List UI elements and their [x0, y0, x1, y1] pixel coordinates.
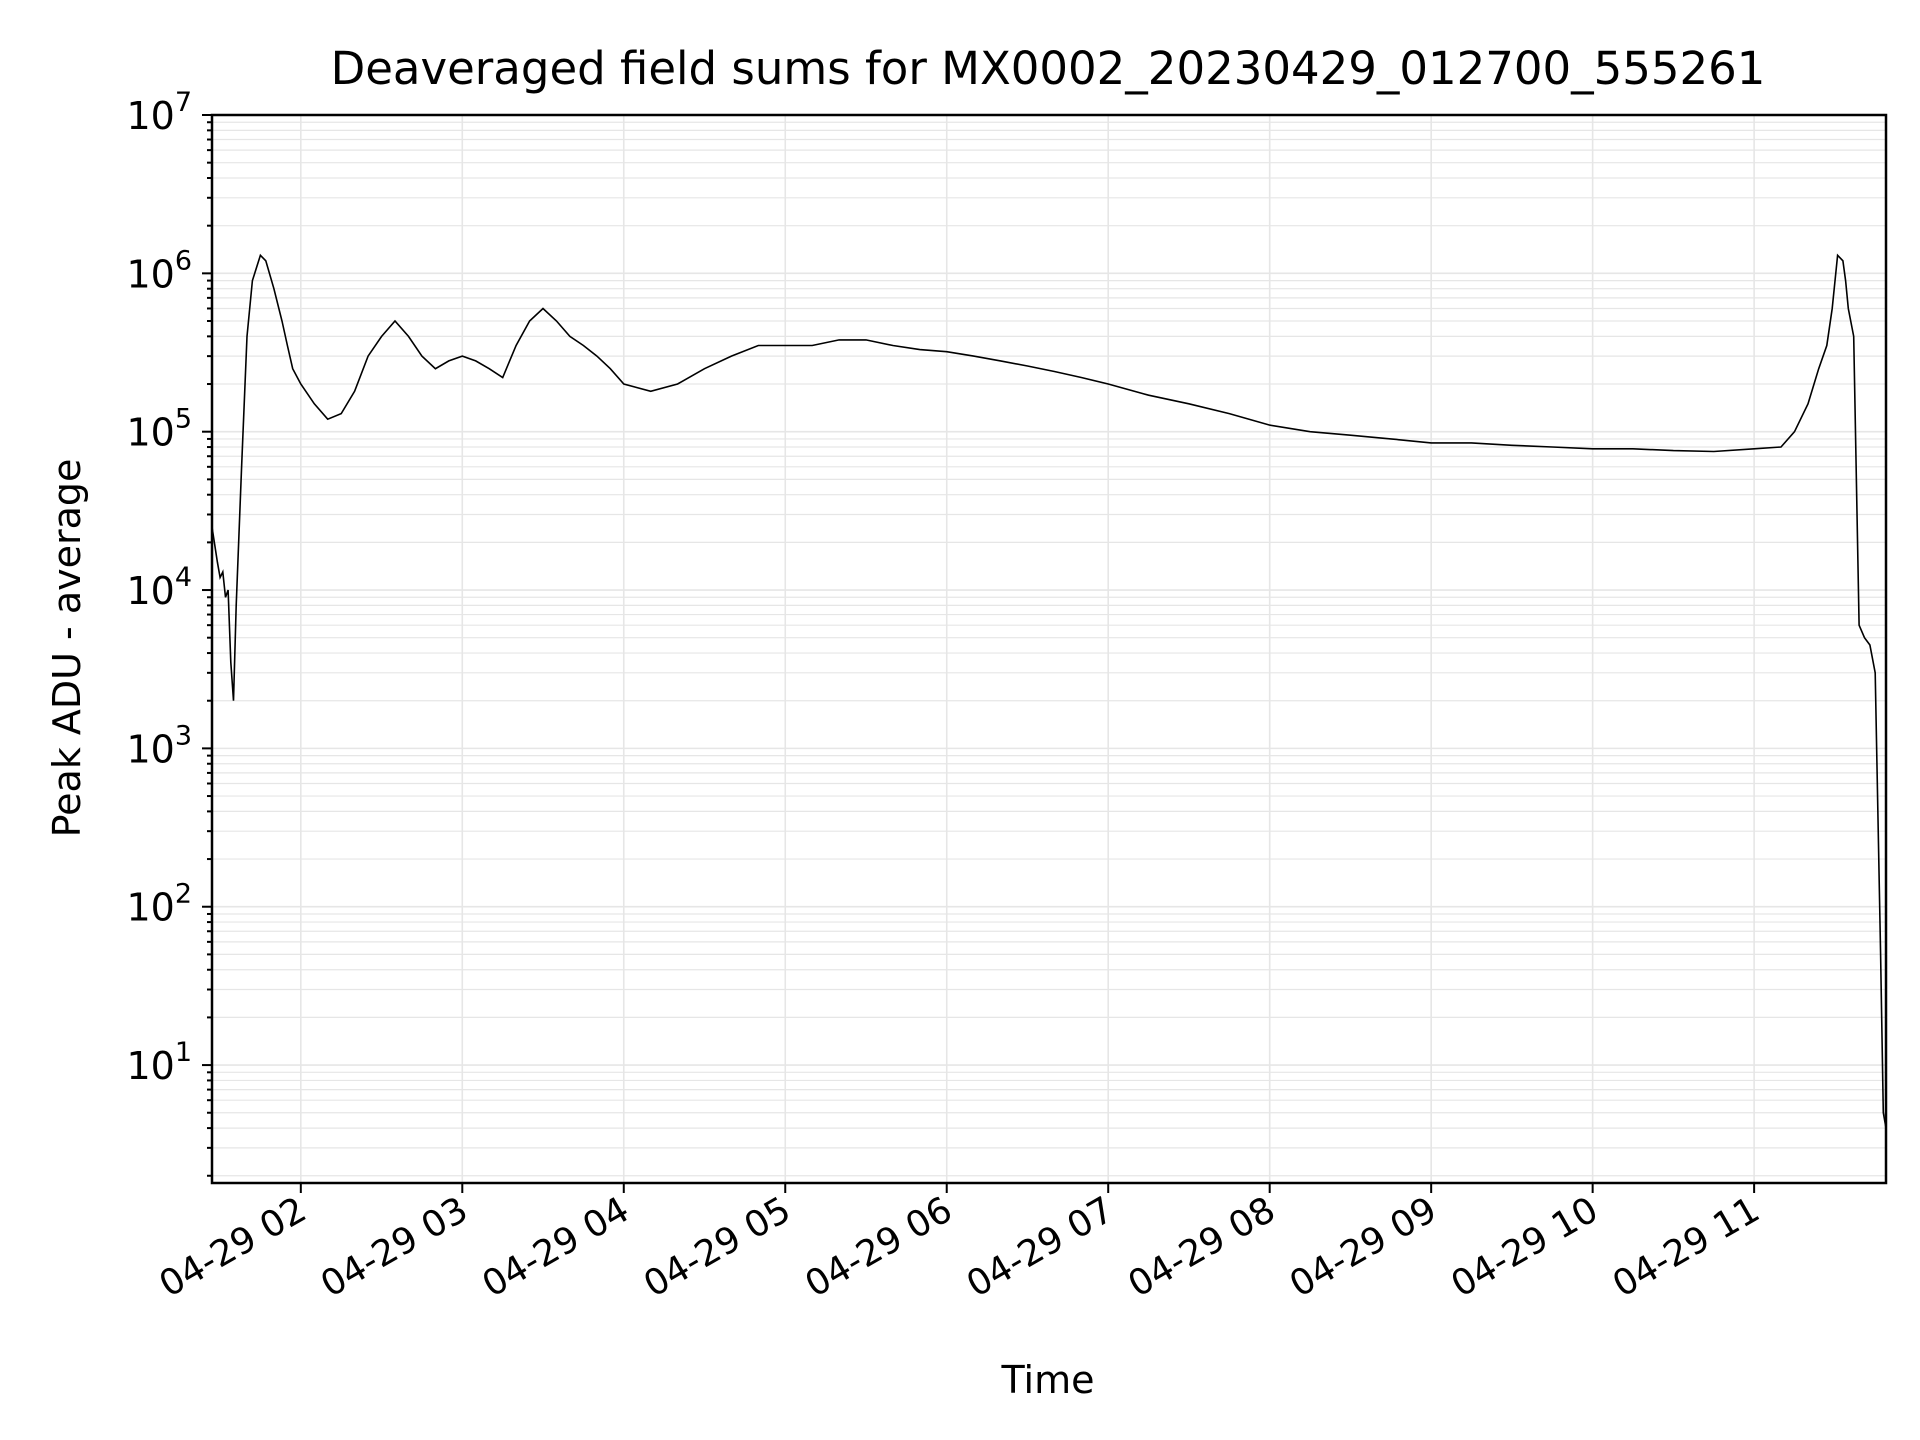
y-axis-label: Peak ADU - average: [45, 459, 89, 838]
grid-lines: [212, 114, 1886, 1183]
chart-title: Deaveraged field sums for MX0002_2023042…: [331, 42, 1766, 95]
y-tick-label: 107: [126, 87, 192, 138]
y-tick-label: 103: [126, 720, 192, 771]
y-tick-label: 104: [126, 562, 192, 613]
plot-frame: [210, 113, 1888, 1185]
y-tick-label: 106: [126, 245, 192, 296]
series-group: [211, 253, 1887, 1129]
y-tick-label: 102: [126, 879, 192, 930]
y-axis: 101 102 103 104 105 106 107: [126, 87, 212, 1177]
series-line: [211, 253, 1887, 1129]
y-tick-label: 101: [126, 1037, 192, 1088]
x-axis-label: Time: [1001, 1358, 1095, 1402]
y-tick-label: 105: [126, 404, 192, 455]
